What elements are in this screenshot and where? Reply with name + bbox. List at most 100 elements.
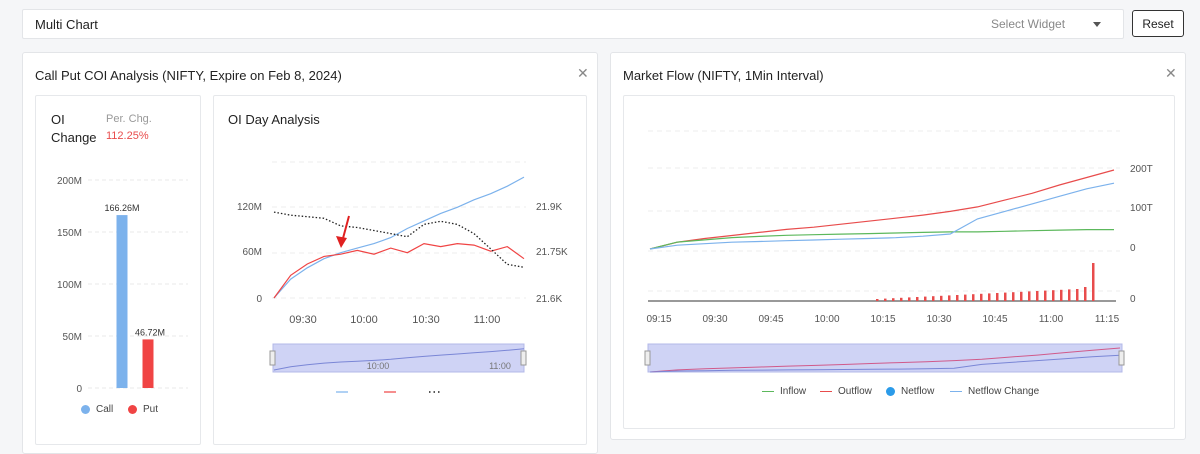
x-tick-label: 10:30 [926, 314, 951, 325]
oi-change-card: OI Change Per. Chg. 112.25% 200M 150M 100M… [35, 95, 201, 445]
netflow-bar [1052, 290, 1055, 301]
x-tick-label: 10:30 [412, 314, 440, 326]
legend-inflow[interactable]: Inflow [762, 386, 806, 397]
y-right-tick-label: 100T [1130, 203, 1153, 214]
netflow-bar [900, 297, 903, 301]
netflow-bar [1044, 290, 1047, 301]
legend-dot [886, 387, 895, 396]
oi-day-analysis-card: OI Day Analysis 120M 60M 0 21.9K 21.75K 21.6K… [213, 95, 587, 445]
navigator-line [273, 348, 525, 371]
y-right-tick-label: 0 [1130, 243, 1136, 254]
x-tick-label: 11:15 [1095, 314, 1120, 325]
oi-day-line-chart: 120M 60M 0 21.9K 21.75K 21.6K 09:30 10:00 10:30 1… [237, 161, 568, 393]
reset-button[interactable]: Reset [1132, 10, 1184, 37]
panel-title: Call Put COI Analysis (NIFTY, Expire on … [35, 68, 342, 83]
netflow-bar [940, 295, 943, 301]
y-left-tick-label: 120M [237, 202, 262, 213]
legend-label: Outflow [838, 386, 872, 397]
netflow-bar [1036, 291, 1039, 301]
y-tick-label: 0 [76, 384, 82, 395]
netflow-bar [892, 298, 895, 301]
netflow-bar [1084, 287, 1087, 301]
oi-label: OI [51, 112, 65, 127]
chevron-down-icon[interactable] [1093, 22, 1101, 27]
netflow-bar [948, 295, 951, 301]
netflow-bar [1092, 263, 1095, 301]
panel-title: Market Flow (NIFTY, 1Min Interval) [623, 68, 824, 83]
y-right-tick-label: 0 [1130, 294, 1136, 305]
netflow-bar [876, 299, 879, 301]
netflow-bar [884, 298, 887, 301]
netflow-bar [1076, 289, 1079, 301]
x-tick-label: 11:00 [474, 314, 501, 326]
y-tick-label: 100M [57, 280, 82, 291]
x-tick-label: 09:45 [758, 314, 783, 325]
netflow-bar [1004, 292, 1007, 301]
x-tick-label: 09:30 [702, 314, 727, 325]
legend-label: Call [96, 404, 114, 415]
netflow-bar [964, 294, 967, 301]
market-flow-panel: Market Flow (NIFTY, 1Min Interval) ✕ 200… [610, 52, 1186, 440]
legend-put[interactable]: Put [128, 404, 158, 415]
navigator-handle-right [1118, 350, 1125, 366]
netflow-bar [980, 293, 983, 301]
arrow-icon [336, 236, 347, 248]
select-widget-dropdown[interactable]: Select Widget [991, 17, 1066, 31]
x-tick-label: 09:15 [646, 314, 671, 325]
y-right-tick-label: 21.6K [536, 294, 562, 305]
legend-netflow-change[interactable]: Netflow Change [950, 386, 1039, 397]
netflow-bar [988, 293, 991, 301]
netflow-bar [924, 296, 927, 301]
y-left-tick-label: 0 [256, 294, 262, 305]
y-right-tick-label: 21.9K [536, 202, 562, 213]
x-tick-label: 09:30 [289, 314, 317, 326]
call-put-coi-panel: Call Put COI Analysis (NIFTY, Expire on … [22, 52, 598, 454]
netflow-bar [1060, 289, 1063, 301]
chart-toolbar: Multi Chart Select Widget [22, 9, 1124, 39]
netflow-bar [956, 295, 959, 301]
y-right-tick-label: 21.75K [536, 247, 568, 258]
navigator-tick-label: 11:00 [489, 361, 511, 371]
y-tick-label: 150M [57, 228, 82, 239]
netflow-bar [1020, 291, 1023, 301]
call-oi-line [273, 176, 525, 299]
netflow-bar [932, 296, 935, 301]
legend-outflow[interactable]: Outflow [820, 386, 872, 397]
bar-put [142, 339, 154, 388]
y-tick-label: 50M [63, 332, 82, 343]
navigator-handle-left [644, 350, 651, 366]
close-icon[interactable]: ✕ [1165, 65, 1177, 81]
market-flow-card: 200T 100T 0 0 09:15 09:30 09:45 10:00 10:15 10:30… [623, 95, 1175, 429]
netflow-bar [1028, 291, 1031, 301]
netflow-bar [972, 294, 975, 301]
x-tick-label: 10:00 [814, 314, 839, 325]
navigator-range [272, 343, 525, 373]
price-line [273, 211, 525, 268]
inflow-line [649, 229, 1114, 250]
legend-label: Inflow [780, 386, 807, 397]
legend-line [820, 391, 832, 392]
navigator-handle-left [269, 350, 276, 366]
navigator-line [649, 354, 1121, 373]
netflow-bar [1012, 292, 1015, 301]
close-icon[interactable]: ✕ [577, 65, 589, 81]
legend-dot [128, 405, 137, 414]
legend-label: Put [143, 404, 159, 415]
x-tick-label: 10:45 [982, 314, 1007, 325]
navigator-handle-right [520, 350, 527, 366]
netflow-bar [916, 297, 919, 301]
page-title: Multi Chart [35, 17, 98, 32]
netflow-change-line [649, 182, 1115, 250]
navigator-range [647, 343, 1123, 373]
y-tick-label: 200M [57, 176, 82, 187]
bar-data-label: 166.26M [104, 203, 139, 213]
navigator-line [649, 347, 1121, 373]
outflow-line [649, 169, 1115, 250]
legend-call[interactable]: Call [81, 404, 113, 415]
legend-netflow[interactable]: Netflow [886, 386, 934, 397]
oi-change-bar-chart: 200M 150M 100M 50M 0 166.26M 46.72M [57, 176, 188, 395]
netflow-bar [908, 297, 911, 301]
bar-data-label: 46.72M [135, 327, 165, 337]
legend-line [762, 391, 774, 392]
bar-call [116, 215, 128, 388]
